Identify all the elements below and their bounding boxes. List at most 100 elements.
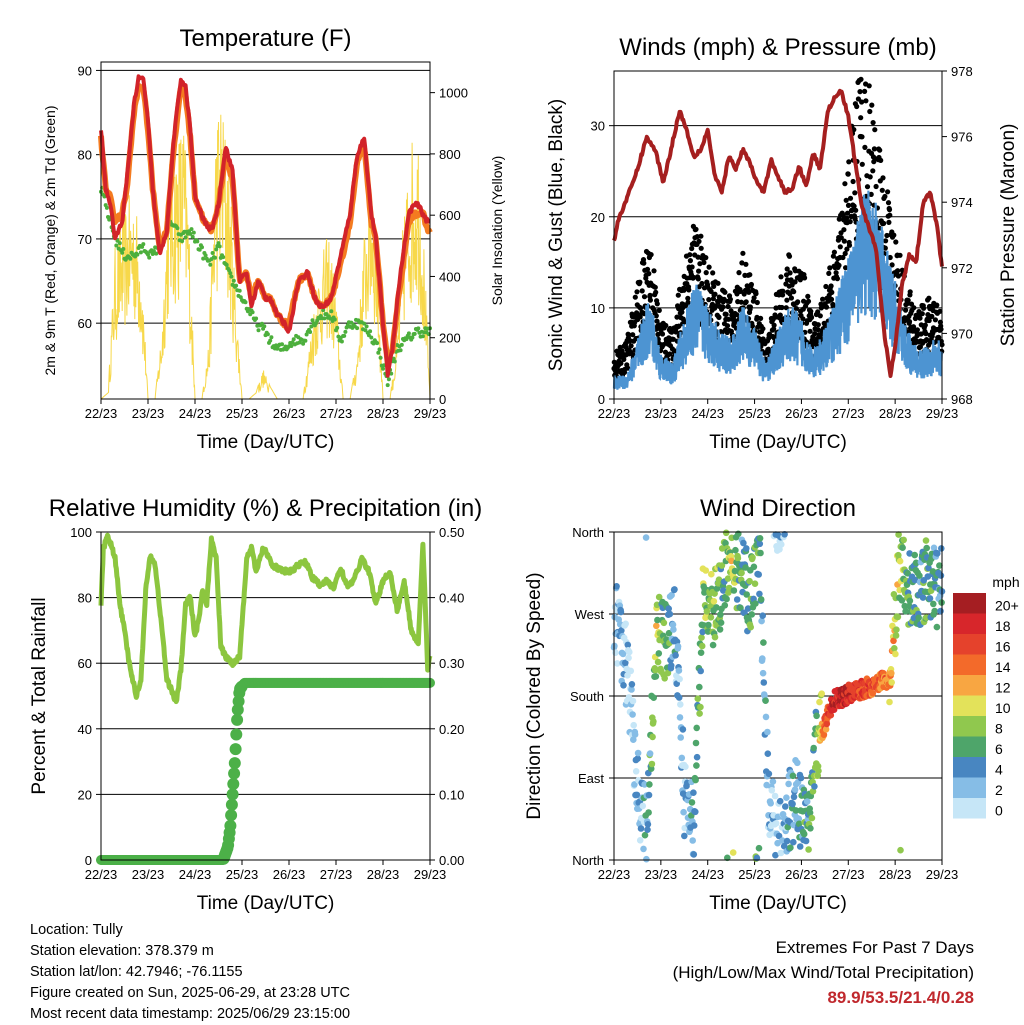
direction-point: [756, 535, 764, 542]
rh-ytick-label: 20: [78, 787, 92, 802]
speed-legend-swatch: [953, 695, 986, 716]
gust-point: [679, 309, 685, 315]
gust-point: [858, 76, 864, 82]
gust-point: [784, 297, 790, 303]
gust-point: [867, 174, 873, 180]
gust-point: [843, 197, 849, 203]
gust-point: [659, 331, 666, 337]
direction-point: [760, 639, 767, 646]
direction-point: [646, 781, 653, 788]
wind-direction-ytick-label: North: [572, 525, 604, 540]
gust-point: [844, 215, 850, 221]
direction-point: [677, 701, 684, 708]
temperature-ylabel: 2m & 9m T (Red, Orange) & 2m Td (Green): [42, 106, 58, 376]
gust-point: [859, 161, 865, 167]
direction-point: [675, 694, 683, 701]
gust-point: [771, 322, 777, 328]
gust-point: [911, 305, 917, 311]
direction-point: [667, 662, 675, 669]
pressure-line: [612, 88, 944, 378]
extremes-panel: Extremes For Past 7 Days (High/Low/Max W…: [673, 935, 974, 1010]
direction-point: [711, 590, 718, 597]
gust-point: [723, 311, 729, 317]
temperature-xtick-label: 27/23: [320, 406, 353, 421]
wind-direction-ytick-label: South: [570, 689, 604, 704]
gust-point: [787, 270, 793, 276]
gust-point: [663, 322, 669, 329]
gust-point: [906, 319, 913, 325]
dewpoint-point: [231, 278, 236, 283]
direction-point: [906, 597, 914, 605]
dewpoint-point: [114, 243, 119, 248]
winds-y2tick-label: 972: [951, 261, 973, 276]
dewpoint-point: [368, 329, 373, 334]
direction-point: [823, 720, 831, 728]
gust-point: [715, 280, 721, 286]
direction-point: [652, 666, 659, 674]
temperature-xtick-label: 24/23: [179, 406, 212, 421]
gust-point: [846, 159, 852, 165]
gust-point: [693, 226, 699, 232]
gust-point: [639, 288, 645, 294]
gust-point: [795, 299, 801, 305]
extremes-title: Extremes For Past 7 Days: [775, 938, 974, 957]
direction-point: [768, 787, 776, 794]
gust-point: [777, 312, 783, 318]
gust-point: [651, 268, 657, 274]
direction-point: [680, 808, 687, 816]
winds-xtick-label: 27/23: [832, 406, 865, 421]
direction-point: [692, 776, 699, 784]
winds-ytick-label: 20: [591, 210, 605, 225]
gust-point: [863, 98, 869, 104]
gust-point: [778, 274, 784, 280]
speed-legend-label: 8: [995, 720, 1003, 736]
dewpoint-point: [362, 321, 367, 326]
dewpoint-point: [213, 255, 217, 260]
temperature-y2label: Solar Insolation (Yellow): [489, 156, 505, 306]
gust-point: [897, 252, 903, 258]
direction-point: [731, 567, 739, 575]
direction-point: [795, 820, 803, 828]
gust-point: [637, 279, 643, 285]
direction-point: [668, 591, 675, 599]
gust-point: [869, 102, 875, 108]
winds-y2tick-label: 968: [951, 392, 973, 407]
direction-series: [610, 529, 946, 863]
direction-point: [898, 597, 906, 604]
gust-point: [914, 327, 921, 333]
direction-point: [923, 544, 930, 552]
dewpoint-point: [229, 274, 234, 279]
direction-point: [630, 721, 637, 729]
direction-point: [931, 607, 938, 615]
direction-point: [612, 649, 619, 656]
direction-point: [737, 604, 744, 612]
direction-point: [671, 586, 678, 593]
dewpoint-point: [200, 245, 204, 250]
gust-point: [934, 302, 940, 308]
gust-point: [802, 275, 808, 281]
precip-point: [231, 713, 244, 726]
dewpoint-point: [291, 337, 296, 342]
dewpoint-point: [262, 324, 267, 329]
dewpoint-point: [322, 316, 327, 321]
direction-point: [650, 694, 657, 701]
elevation-text: Station elevation: 378.379 m: [30, 943, 214, 959]
gust-point: [647, 297, 654, 303]
direction-point: [634, 755, 641, 762]
direction-point: [718, 545, 726, 552]
temperature-xtick-label: 29/23: [414, 406, 447, 421]
dewpoint-point: [392, 359, 397, 364]
direction-point: [797, 774, 805, 782]
gust-point: [929, 313, 935, 319]
direction-point: [682, 763, 689, 770]
dewpoint-point: [321, 308, 326, 313]
gust-point: [893, 239, 899, 245]
gust-point: [648, 252, 654, 258]
direction-point: [738, 569, 745, 577]
rh-ytick-label: 0: [85, 853, 92, 868]
direction-point: [789, 800, 796, 808]
direction-point: [696, 683, 703, 691]
direction-point: [677, 734, 684, 741]
gust-point: [845, 202, 852, 208]
dewpoint-point: [216, 241, 221, 246]
